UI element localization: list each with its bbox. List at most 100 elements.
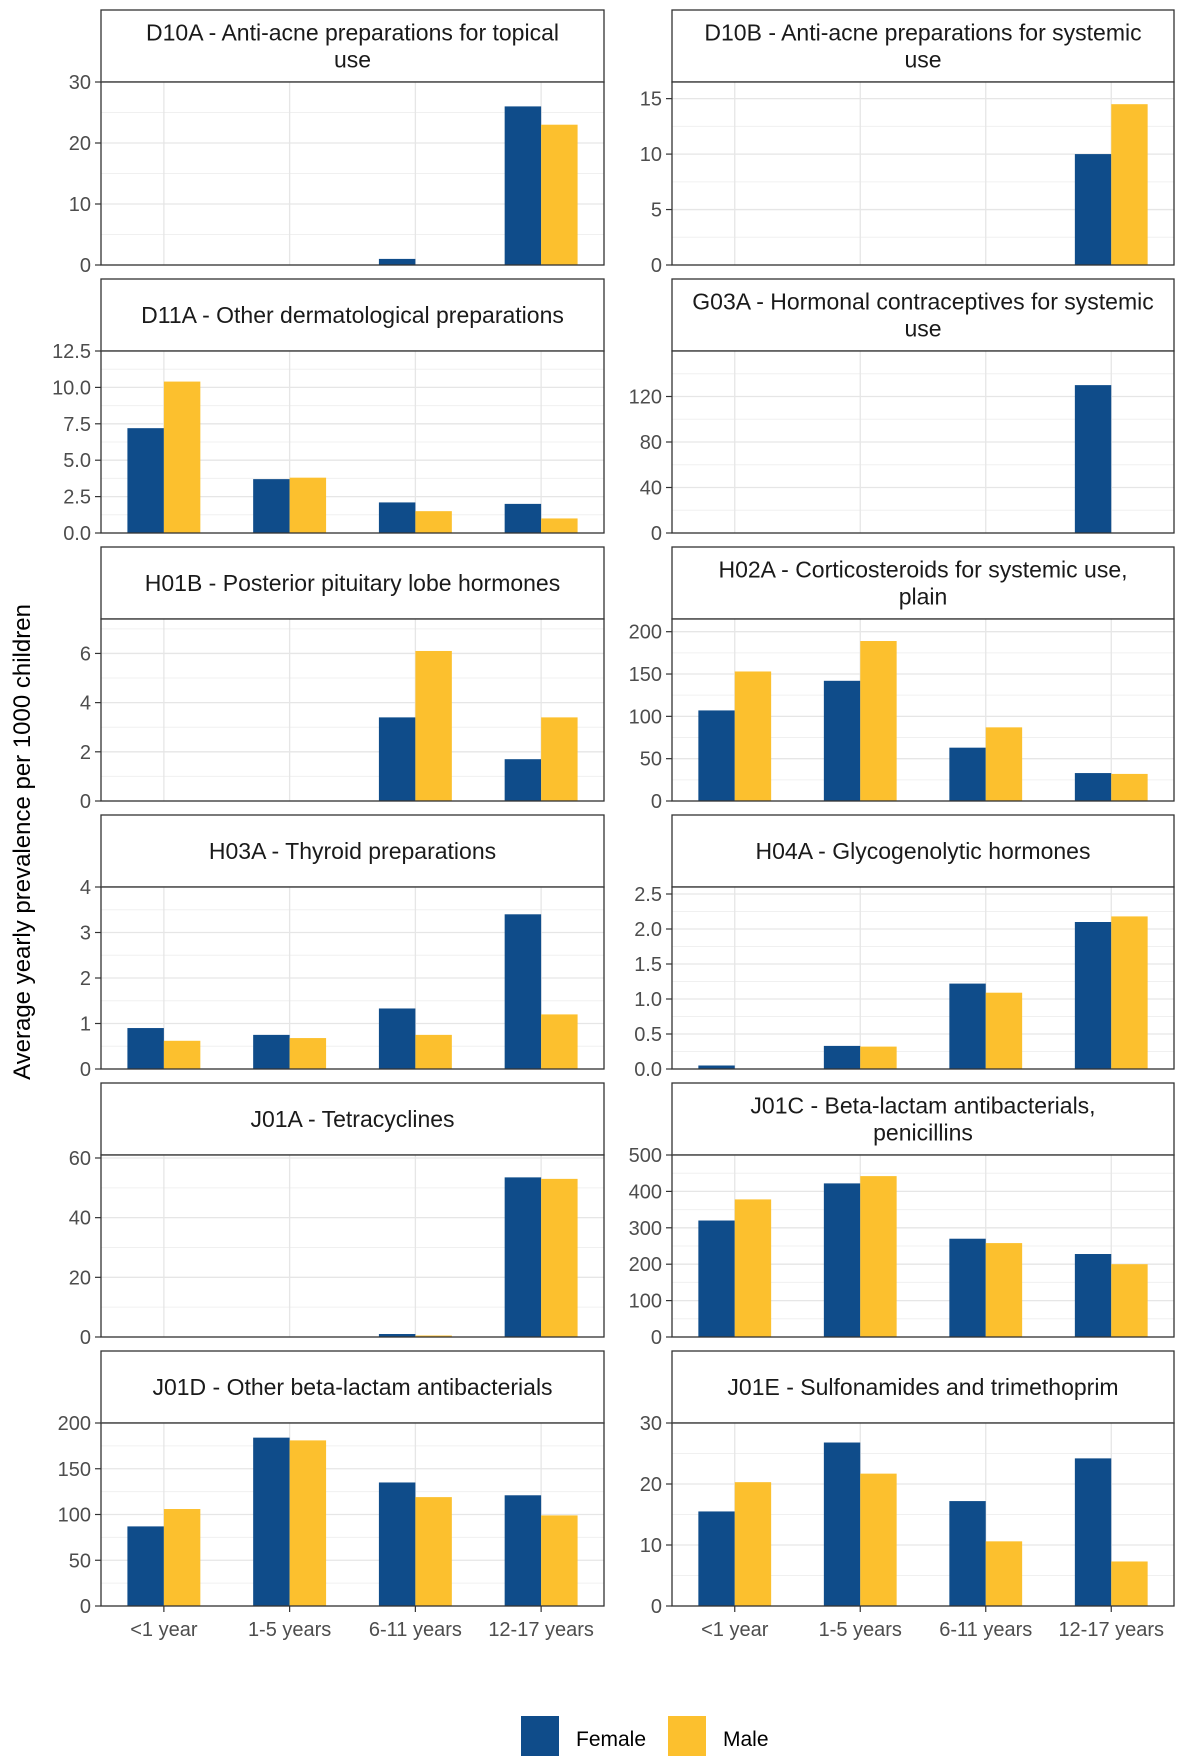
bar-male-1-year <box>163 1509 201 1606</box>
bar-male-6-11-years <box>415 1335 452 1337</box>
y-tick-label: 3 <box>80 923 91 945</box>
bar-female-1-5-years <box>823 1442 861 1606</box>
y-tick-label: 2.5 <box>634 884 662 906</box>
bar-female-1-5-years <box>823 680 861 801</box>
panel-title-line: J01C - Beta-lactam antibacterials, <box>750 1093 1095 1119</box>
y-tick-label: 40 <box>69 1208 91 1230</box>
bar-male-12-17-years <box>541 518 578 533</box>
panel-9: J01C - Beta-lactam antibacterials,penici… <box>629 1082 1175 1349</box>
bar-female-12-17-years <box>1074 773 1112 801</box>
y-tick-label: 30 <box>640 1413 662 1435</box>
panel-title-line: D11A - Other dermatological preparations <box>141 302 564 328</box>
bar-female-6-11-years <box>378 258 416 265</box>
bar-male-1-5-years <box>289 477 327 533</box>
bar-male-12-17-years <box>541 717 578 801</box>
y-tick-label: 1 <box>80 1014 91 1036</box>
y-tick-label: 10 <box>640 144 662 166</box>
panel-strip <box>100 1350 605 1424</box>
bar-male-1-year <box>734 1199 772 1337</box>
y-tick-label: 1.0 <box>634 989 662 1011</box>
y-tick-label: 2.0 <box>634 919 662 941</box>
y-tick-label: 100 <box>629 1291 662 1313</box>
y-tick-label: 20 <box>69 133 91 155</box>
bar-male-1-year <box>734 1482 772 1606</box>
y-tick-label: 100 <box>58 1505 91 1527</box>
bar-male-1-5-years <box>289 1038 327 1069</box>
panel-strip <box>100 278 605 352</box>
x-tick-label: 6-11 years <box>939 1619 1032 1641</box>
panel-6: H03A - Thyroid preparations 0 1 2 3 4 <box>80 814 605 1081</box>
panel-title-line: J01A - Tetracyclines <box>250 1106 454 1132</box>
bar-female-12-17-years <box>504 1177 542 1337</box>
y-tick-label: 50 <box>640 749 662 771</box>
y-tick-label: 4 <box>80 693 91 715</box>
bar-female-6-11-years <box>378 717 416 801</box>
y-tick-label: 20 <box>69 1267 91 1289</box>
y-tick-label: 0 <box>651 1596 662 1618</box>
y-tick-label: 0 <box>651 255 662 277</box>
panel-border <box>100 1154 605 1338</box>
bar-female-1-year <box>698 1220 735 1337</box>
panel-title-line: H04A - Glycogenolytic hormones <box>756 838 1091 864</box>
panel-strip <box>100 814 605 888</box>
panel-0: D10A - Anti-acne preparations for topica… <box>69 9 605 277</box>
y-tick-label: 500 <box>629 1145 662 1167</box>
y-tick-label: 60 <box>69 1148 91 1170</box>
bar-male-1-5-years <box>289 1440 327 1606</box>
bar-female-1-5-years <box>253 479 290 533</box>
panel-title-line: D10A - Anti-acne preparations for topica… <box>146 20 559 46</box>
panel-title-line: D10B - Anti-acne preparations for system… <box>704 20 1141 46</box>
panel-1: D10B - Anti-acne preparations for system… <box>640 9 1175 277</box>
bar-male-1-5-years <box>860 1046 897 1069</box>
bar-female-1-year <box>127 1028 164 1069</box>
panel-title-line: use <box>334 47 371 73</box>
bar-male-1-year <box>163 1040 201 1069</box>
panel-border <box>100 350 605 534</box>
bar-male-12-17-years <box>541 1014 578 1069</box>
bar-female-1-year <box>698 710 735 801</box>
y-tick-label: 120 <box>629 387 662 409</box>
x-tick-label: 1-5 years <box>819 1619 902 1641</box>
panel-strip <box>100 546 605 620</box>
panel-border <box>671 618 1175 802</box>
bar-female-1-5-years <box>823 1183 861 1337</box>
legend: Female Male <box>521 1716 769 1756</box>
panel-title-line: penicillins <box>873 1120 973 1146</box>
bar-female-1-year <box>698 1511 735 1606</box>
y-tick-label: 0 <box>80 791 91 813</box>
bar-male-6-11-years <box>415 1034 452 1069</box>
panel-7: H04A - Glycogenolytic hormones 0.0 0.5 1.0 1… <box>634 814 1175 1081</box>
panel-border <box>100 618 605 802</box>
y-tick-label: 2 <box>80 968 91 990</box>
panel-title-line: J01E - Sulfonamides and trimethoprim <box>727 1374 1118 1400</box>
panel-border <box>671 1422 1175 1607</box>
y-tick-label: 7.5 <box>63 414 91 436</box>
y-tick-label: 0 <box>651 523 662 545</box>
bar-female-12-17-years <box>504 914 542 1069</box>
bar-female-1-year <box>127 1526 164 1606</box>
panel-5: H02A - Corticosteroids for systemic use,… <box>629 546 1175 813</box>
bar-male-6-11-years <box>985 1541 1023 1606</box>
y-tick-label: 2 <box>80 742 91 764</box>
panel-strip <box>671 546 1175 620</box>
bar-male-12-17-years <box>541 1178 578 1337</box>
y-tick-label: 0.0 <box>63 523 91 545</box>
panel-border <box>671 350 1175 534</box>
bar-male-6-11-years <box>985 1243 1023 1337</box>
bar-male-6-11-years <box>985 992 1023 1069</box>
bar-female-12-17-years <box>504 106 542 266</box>
bar-female-12-17-years <box>504 759 542 801</box>
panel-title-line: H01B - Posterior pituitary lobe hormones <box>145 570 560 596</box>
x-tick-label: <1 year <box>701 1619 769 1641</box>
y-tick-label: 0.5 <box>634 1024 662 1046</box>
panel-strip <box>100 9 605 83</box>
bar-male-12-17-years <box>1111 773 1148 801</box>
bar-male-12-17-years <box>1111 1264 1148 1337</box>
y-tick-label: 0 <box>651 791 662 813</box>
bar-female-6-11-years <box>949 1238 986 1337</box>
y-tick-label: 300 <box>629 1218 662 1240</box>
y-tick-label: 0 <box>80 1059 91 1081</box>
bar-female-12-17-years <box>1074 385 1112 533</box>
panels-layer: D10A - Anti-acne preparations for topica… <box>52 9 1175 1641</box>
panel-strip <box>671 1350 1175 1424</box>
